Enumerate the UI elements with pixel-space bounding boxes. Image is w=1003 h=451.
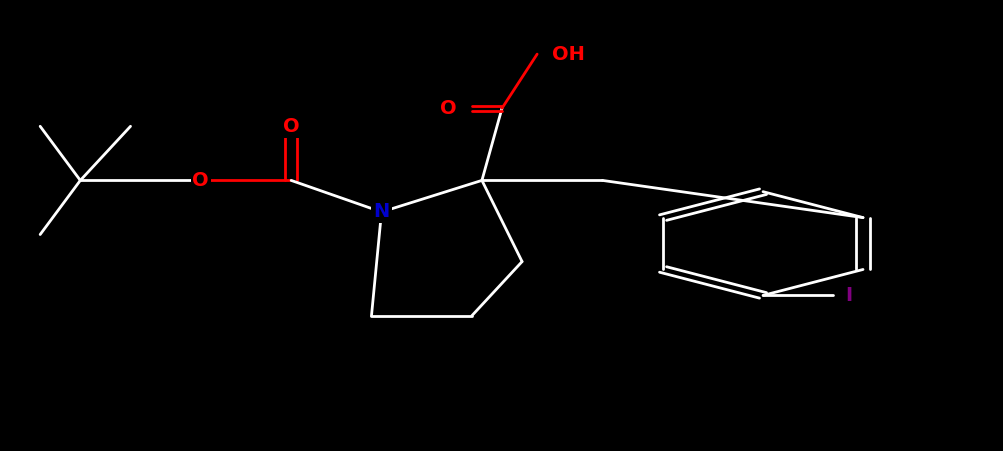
Text: N: N bbox=[373, 202, 389, 221]
Text: O: O bbox=[283, 117, 299, 136]
Text: O: O bbox=[439, 99, 456, 118]
Text: I: I bbox=[845, 286, 852, 305]
Text: OH: OH bbox=[552, 45, 585, 64]
Text: O: O bbox=[193, 171, 209, 190]
